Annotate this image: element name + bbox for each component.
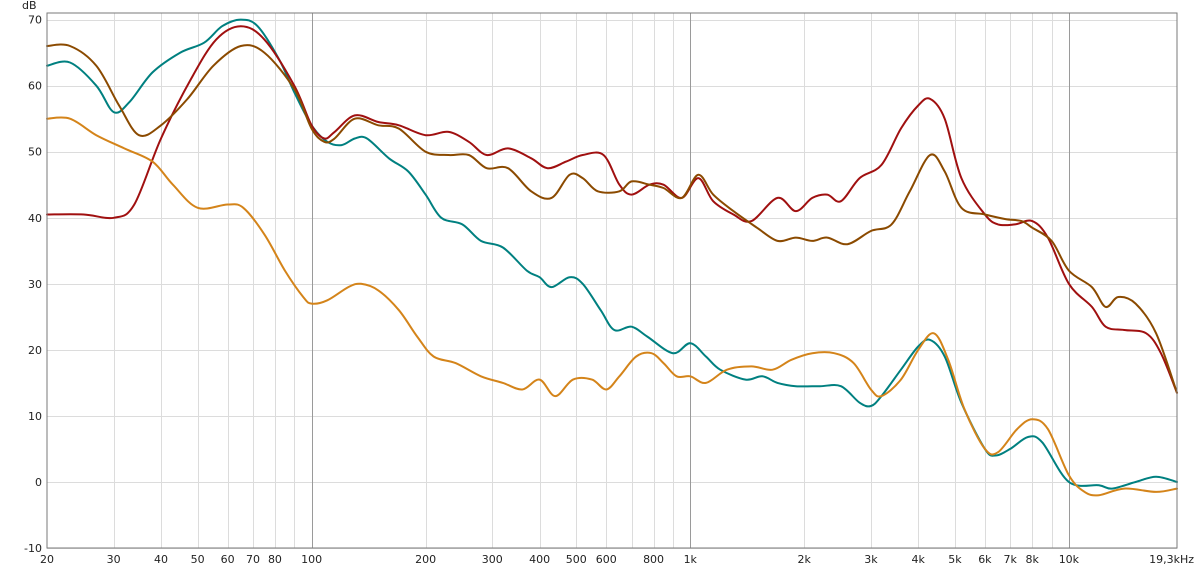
x-tick-label: 8k bbox=[1026, 553, 1040, 566]
x-tick-label: 19,3kHz bbox=[1149, 553, 1194, 566]
x-tick-label: 30 bbox=[107, 553, 121, 566]
y-tick-label: 60 bbox=[28, 80, 42, 93]
x-tick-label: 500 bbox=[566, 553, 587, 566]
x-tick-label: 6k bbox=[978, 553, 992, 566]
y-tick-label: 70 bbox=[28, 14, 42, 27]
x-tick-label: 100 bbox=[301, 553, 322, 566]
series-group bbox=[46, 18, 1178, 497]
series-line-4 bbox=[46, 116, 1178, 497]
x-tick-label: 40 bbox=[154, 553, 168, 566]
x-tick-label: 2k bbox=[798, 553, 812, 566]
x-tick-label: 400 bbox=[529, 553, 550, 566]
x-tick-label: 20 bbox=[40, 553, 54, 566]
x-tick-label: 50 bbox=[191, 553, 205, 566]
y-tick-label: 40 bbox=[28, 212, 42, 225]
x-tick-label: 3k bbox=[864, 553, 878, 566]
series-line-2 bbox=[46, 25, 1178, 394]
x-tick-labels: 20 30 40 50 60 70 80 100 200 300 400 500 600 800 1k 2k 3… bbox=[40, 553, 1194, 566]
x-tick-label: 300 bbox=[482, 553, 503, 566]
series-line-3 bbox=[46, 43, 1178, 394]
x-tick-label: 80 bbox=[268, 553, 282, 566]
y-tick-label: 50 bbox=[28, 146, 42, 159]
x-tick-label: 7k bbox=[1004, 553, 1018, 566]
x-tick-label: 60 bbox=[221, 553, 235, 566]
x-tick-label: 800 bbox=[643, 553, 664, 566]
y-tick-label: 0 bbox=[35, 476, 42, 489]
series-line-1 bbox=[46, 18, 1178, 490]
plot-frame bbox=[46, 12, 1178, 549]
grid bbox=[47, 13, 1177, 549]
x-tick-label: 4k bbox=[912, 553, 926, 566]
x-tick-label: 600 bbox=[596, 553, 617, 566]
y-tick-label: 20 bbox=[28, 344, 42, 357]
y-tick-label: -10 bbox=[24, 542, 42, 555]
x-tick-label: 1k bbox=[684, 553, 698, 566]
x-tick-label: 200 bbox=[415, 553, 436, 566]
y-axis-label: dB bbox=[22, 0, 37, 12]
y-tick-labels: 70 60 50 40 30 20 10 0 -10 bbox=[24, 14, 42, 555]
y-tick-label: 10 bbox=[28, 410, 42, 423]
x-tick-label: 5k bbox=[948, 553, 962, 566]
y-tick-label: 30 bbox=[28, 278, 42, 291]
x-tick-label: 10k bbox=[1059, 553, 1080, 566]
x-tick-label: 70 bbox=[246, 553, 260, 566]
